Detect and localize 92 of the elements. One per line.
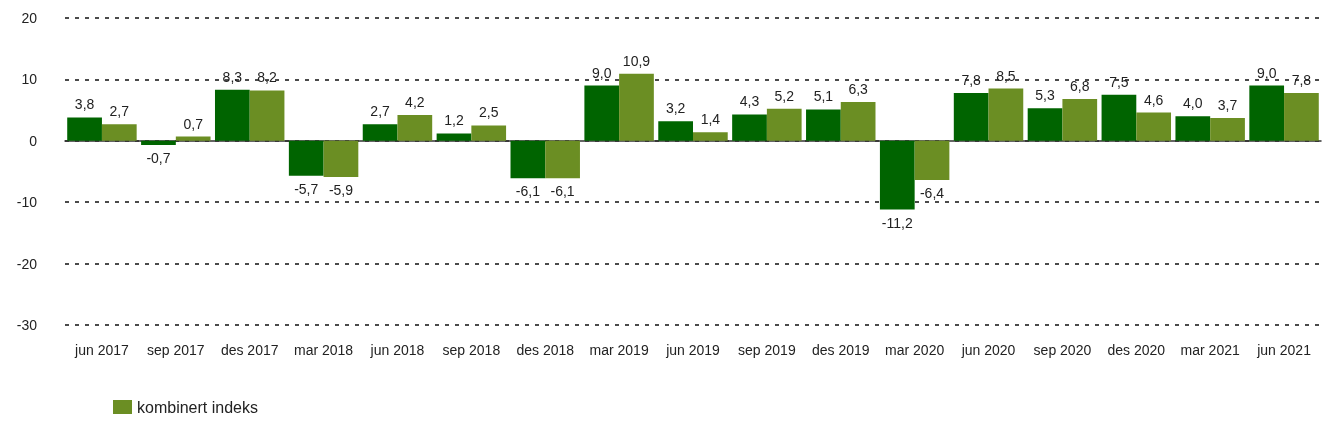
x-tick-label: sep 2020 xyxy=(1033,342,1092,358)
bar xyxy=(249,90,285,141)
bar xyxy=(1284,92,1319,141)
data-label: 10,9 xyxy=(622,52,651,69)
data-label: 4,3 xyxy=(739,93,760,110)
data-label: -5,9 xyxy=(328,182,354,199)
x-tick-label: des 2018 xyxy=(516,342,575,358)
data-label: 8,3 xyxy=(222,68,243,85)
x-tick-label: sep 2018 xyxy=(442,342,501,358)
bar xyxy=(988,88,1024,141)
bar xyxy=(397,115,433,141)
bar xyxy=(1027,108,1063,141)
y-tick-label: 10 xyxy=(21,71,38,88)
data-label: -5,7 xyxy=(294,180,319,197)
y-tick-label: 20 xyxy=(21,10,38,26)
data-label: 3,7 xyxy=(1217,97,1238,114)
data-label: 3,2 xyxy=(665,100,686,117)
data-label: 7,8 xyxy=(961,71,982,88)
x-tick-label: sep 2019 xyxy=(738,342,796,358)
data-label: 6,3 xyxy=(848,81,869,98)
bar xyxy=(953,92,989,141)
bar xyxy=(619,73,654,141)
x-tick-label: mar 2018 xyxy=(294,342,354,358)
x-tick-label: jun 2017 xyxy=(74,342,130,358)
data-label: -11,2 xyxy=(881,214,913,231)
bar xyxy=(1249,85,1285,141)
x-tick-label: des 2017 xyxy=(220,342,279,358)
data-label: -0,7 xyxy=(146,150,171,167)
bar xyxy=(510,140,546,179)
bar xyxy=(1136,112,1172,141)
bar xyxy=(840,102,876,141)
x-tick-label: sep 2017 xyxy=(147,342,205,358)
x-tick-label: jun 2020 xyxy=(960,342,1016,358)
x-tick-label: jun 2021 xyxy=(1256,342,1312,358)
bar xyxy=(584,85,620,141)
bar xyxy=(1210,118,1245,141)
bar xyxy=(471,125,507,141)
bar xyxy=(732,114,767,141)
data-label: 4,6 xyxy=(1143,91,1164,108)
data-label: 5,3 xyxy=(1035,87,1055,104)
data-label: 8,5 xyxy=(996,67,1016,84)
bar xyxy=(658,121,693,141)
bar xyxy=(67,117,102,141)
data-label: 8,2 xyxy=(257,69,278,86)
bar xyxy=(214,89,250,141)
bar xyxy=(362,124,398,141)
legend-label: kombinert indeks xyxy=(137,398,258,416)
data-label: 2,7 xyxy=(109,103,130,120)
data-label: 2,5 xyxy=(478,104,499,121)
bar xyxy=(323,140,359,178)
data-label: -6,4 xyxy=(919,185,945,202)
data-label: 0,7 xyxy=(183,115,204,132)
data-label: -6,1 xyxy=(550,183,575,200)
x-tick-label: des 2019 xyxy=(811,342,870,358)
data-label: 4,0 xyxy=(1183,95,1203,112)
bar xyxy=(693,132,728,141)
bar xyxy=(1175,116,1211,141)
bar xyxy=(101,124,137,141)
data-label: 6,8 xyxy=(1070,78,1090,95)
data-label: 4,2 xyxy=(405,94,425,111)
bar xyxy=(914,140,950,181)
bar xyxy=(288,140,324,176)
data-label: 9,0 xyxy=(1256,64,1277,81)
y-tick-label: 0 xyxy=(29,132,38,149)
data-label: 1,2 xyxy=(444,112,464,129)
y-tick-label: -30 xyxy=(16,317,38,333)
bar xyxy=(766,108,802,141)
data-label: 5,2 xyxy=(774,87,795,104)
x-tick-label: mar 2021 xyxy=(1180,342,1240,358)
data-label: 2,7 xyxy=(370,103,391,120)
x-tick-label: jun 2018 xyxy=(369,342,425,358)
data-label: 1,4 xyxy=(700,111,721,128)
bar xyxy=(141,140,176,146)
y-tick-label: -20 xyxy=(16,255,38,272)
bar xyxy=(806,109,841,141)
data-label: 5,1 xyxy=(813,88,834,105)
bar xyxy=(545,140,580,179)
x-tick-label: mar 2020 xyxy=(885,342,945,358)
x-tick-label: jun 2019 xyxy=(665,342,721,358)
data-label: 9,0 xyxy=(592,64,612,81)
data-label: 7,5 xyxy=(1109,73,1129,90)
bar xyxy=(879,140,915,210)
bar xyxy=(175,136,211,141)
x-tick-label: des 2020 xyxy=(1107,342,1166,358)
x-tick-label: mar 2019 xyxy=(589,342,649,358)
bar xyxy=(1101,94,1137,141)
data-label: -6,1 xyxy=(515,183,541,200)
bar xyxy=(1062,99,1098,141)
bar xyxy=(436,133,472,141)
y-tick-label: -10 xyxy=(16,194,38,211)
data-label: 7,8 xyxy=(1291,71,1312,88)
data-label: 3,8 xyxy=(74,96,95,113)
